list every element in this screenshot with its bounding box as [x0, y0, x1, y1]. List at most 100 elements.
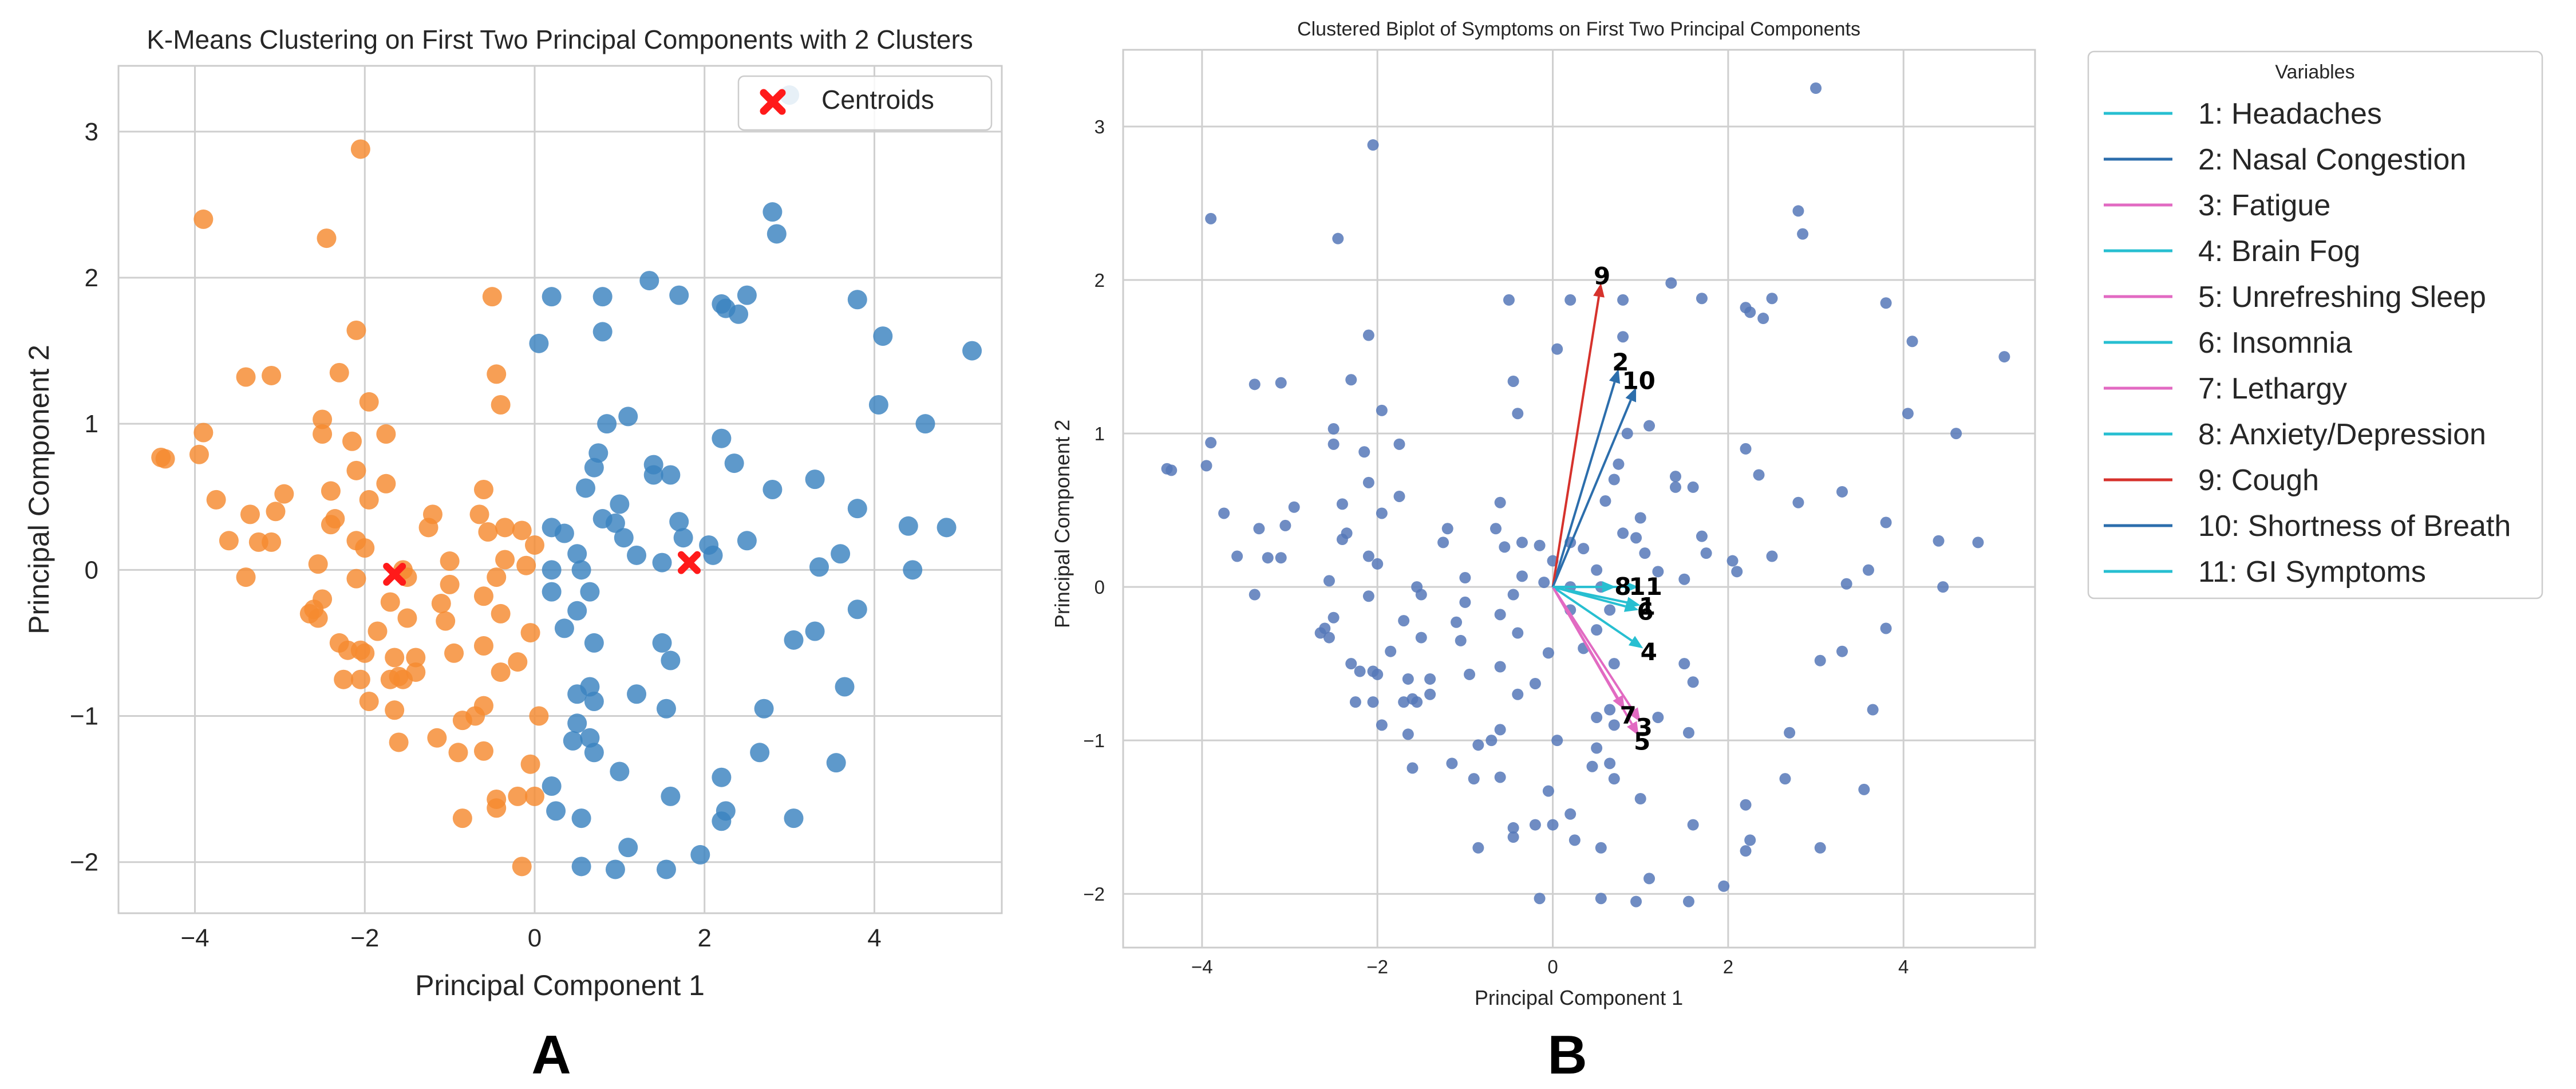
cluster-0-point — [737, 531, 757, 551]
panel-b-title: Clustered Biplot of Symptoms on First Tw… — [1297, 18, 1860, 40]
biplot-point — [1617, 527, 1629, 539]
biplot-point — [1753, 469, 1765, 481]
cluster-1-point — [317, 228, 337, 248]
biplot-point — [1687, 676, 1699, 688]
cluster-0-point — [639, 271, 659, 291]
cluster-0-point — [762, 480, 783, 499]
cluster-0-point — [567, 684, 587, 704]
cluster-0-point — [712, 428, 732, 448]
biplot-point — [1538, 577, 1550, 589]
biplot-point — [1604, 704, 1616, 716]
biplot-point — [1345, 374, 1357, 386]
cluster-0-point — [571, 857, 591, 877]
panel-a-x-tick-label: 2 — [697, 924, 711, 952]
biplot-point — [1591, 742, 1603, 754]
cluster-1-point — [491, 603, 511, 624]
biplot-point — [1494, 771, 1506, 783]
cluster-0-point — [584, 743, 604, 763]
biplot-point — [1367, 696, 1379, 708]
panel-b-y-tick-label: 1 — [1095, 423, 1105, 444]
cluster-0-point — [750, 743, 770, 763]
cluster-0-point — [673, 528, 693, 548]
biplot-point — [1814, 654, 1826, 666]
cluster-0-point — [729, 304, 749, 324]
cluster-0-point — [712, 811, 732, 831]
cluster-1-point — [313, 424, 333, 444]
cluster-0-point — [542, 560, 562, 580]
cluster-0-point — [592, 322, 613, 342]
panel-b-x-axis-label: Principal Component 1 — [1475, 986, 1683, 1009]
cluster-1-point — [313, 409, 333, 429]
loading-label-7: 7 — [1620, 701, 1637, 729]
biplot-point — [1617, 294, 1629, 306]
cluster-1-point — [193, 423, 214, 443]
cluster-1-point — [495, 550, 515, 570]
panel-b-loading-arrows — [1551, 283, 1643, 736]
biplot-point — [1253, 523, 1265, 535]
panel-a-x-tick-label: −4 — [180, 924, 209, 952]
biplot-point — [1696, 530, 1708, 542]
biplot-point — [1507, 831, 1519, 843]
cluster-0-point — [903, 560, 923, 580]
loading-arrow-shaft — [1551, 296, 1601, 587]
biplot-point — [1586, 760, 1598, 772]
biplot-point — [1529, 677, 1541, 689]
biplot-point — [1744, 306, 1756, 318]
panel-a-y-tick-label: −1 — [70, 703, 98, 731]
cluster-1-point — [368, 621, 388, 641]
cluster-0-point — [571, 808, 591, 828]
panel-a-plot-area — [117, 65, 1003, 914]
cluster-0-point — [754, 699, 774, 719]
centroid-marker-stroke — [678, 551, 701, 574]
legend-entry-9: 9: Cough — [2104, 464, 2319, 497]
biplot-point — [1718, 880, 1730, 892]
cluster-0-point — [618, 838, 638, 858]
biplot-point — [1902, 408, 1914, 420]
cluster-1-point — [262, 365, 282, 385]
cluster-0-point — [656, 859, 676, 879]
cluster-0-point — [618, 407, 638, 427]
biplot-point — [1512, 408, 1524, 420]
cluster-0-point — [868, 395, 888, 415]
biplot-point — [1862, 564, 1874, 576]
cluster-0-point — [661, 786, 681, 806]
panel-a-y-axis-label: Principal Component 2 — [23, 345, 55, 634]
legend-entry-11: 11: GI Symptoms — [2104, 555, 2426, 589]
panel-b-legend-title: Variables — [2275, 61, 2354, 83]
biplot-point — [1415, 589, 1427, 601]
panel-letter-b: B — [1547, 1024, 1587, 1086]
cluster-1-point — [473, 586, 493, 606]
cluster-1-point — [440, 551, 460, 571]
legend-entry-2: 2: Nasal Congestion — [2104, 143, 2466, 176]
cluster-0-point — [805, 469, 825, 490]
biplot-point — [1836, 645, 1848, 657]
biplot-point — [1218, 507, 1230, 519]
biplot-point — [1494, 661, 1506, 673]
cluster-0-point — [724, 453, 744, 474]
cluster-1-point — [491, 662, 511, 682]
biplot-point — [1608, 719, 1620, 731]
cluster-1-point — [469, 504, 489, 524]
panel-b-legend-box — [2087, 50, 2543, 599]
cluster-1-point — [473, 636, 493, 656]
cluster-0-point — [873, 326, 893, 346]
cluster-1-point — [155, 449, 175, 469]
cluster-0-point — [669, 512, 689, 532]
biplot-point — [1385, 645, 1397, 657]
legend-entry-6: 6: Insomnia — [2104, 326, 2352, 360]
cluster-1-point — [189, 444, 209, 464]
cluster-0-point — [809, 557, 829, 577]
panel-a-x-tick-label: −2 — [350, 924, 379, 952]
cluster-1-point — [359, 490, 379, 510]
cluster-1-point — [274, 484, 294, 504]
cluster-1-point — [512, 520, 532, 540]
loading-arrow-shaft — [1552, 586, 1626, 608]
biplot-point — [1652, 566, 1664, 578]
biplot-point — [1327, 611, 1340, 624]
biplot-point — [1323, 575, 1335, 587]
cluster-1-point — [355, 538, 375, 558]
cluster-0-point — [584, 457, 604, 478]
cluster-0-point — [584, 692, 604, 711]
biplot-point — [1784, 727, 1796, 739]
biplot-point — [1516, 536, 1528, 549]
